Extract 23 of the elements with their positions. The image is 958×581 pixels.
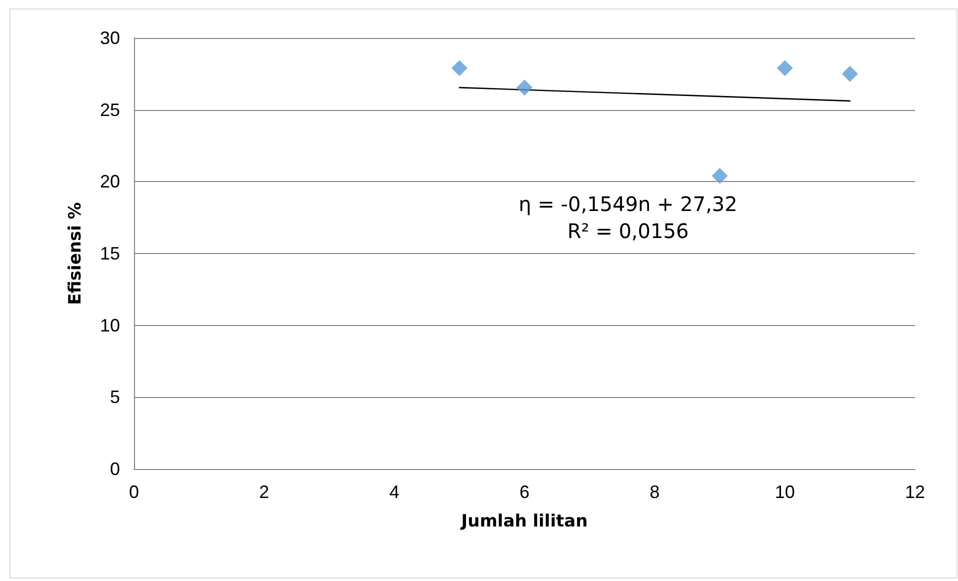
y-tick-label: 5 [110, 387, 120, 408]
point [516, 80, 532, 96]
x-tick-label: 0 [128, 482, 140, 502]
x-axis-title: Jumlah lilitan [460, 512, 588, 532]
point [712, 168, 728, 184]
x-tick-label: 4 [389, 482, 400, 502]
y-tick-label: 10 [100, 315, 120, 336]
x-tick-label: 8 [650, 482, 660, 502]
point [776, 60, 793, 76]
x-tick-label: 12 [904, 482, 926, 502]
x-tick-label: 10 [774, 482, 795, 502]
y-axis-title: Efisiensi % [66, 202, 86, 305]
x-tick-label: 2 [259, 482, 270, 502]
y-tick-label: 25 [100, 100, 120, 120]
point [451, 60, 468, 76]
x-tick-label: 6 [519, 482, 530, 502]
y-tick-label: 15 [100, 244, 120, 264]
y-tick-label: 0 [110, 459, 120, 479]
annotation: R² = 0,0156 [567, 219, 689, 243]
y-tick-label: 30 [100, 28, 120, 48]
annotation: η = -0,1549n + 27,32 [518, 192, 738, 216]
point [842, 66, 858, 82]
y-tick-label: 20 [100, 172, 120, 192]
